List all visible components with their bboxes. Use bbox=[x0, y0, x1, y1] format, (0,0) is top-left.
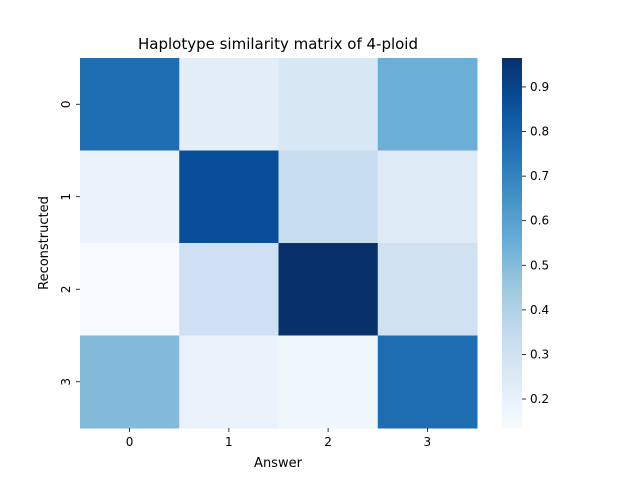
heatmap-cell bbox=[179, 150, 279, 244]
heatmap-cell bbox=[377, 243, 478, 336]
heatmap-cell bbox=[80, 335, 180, 429]
colorbar-tick-label: 0.6 bbox=[530, 214, 549, 228]
heatmap-cell bbox=[377, 335, 478, 429]
heatmap-cell bbox=[179, 243, 279, 336]
y-tick-label: 1 bbox=[59, 193, 73, 201]
chart-title: Haplotype similarity matrix of 4-ploid bbox=[138, 35, 418, 53]
colorbar-tick-label: 0.4 bbox=[530, 303, 549, 317]
x-axis-label: Answer bbox=[254, 456, 303, 471]
heatmap-cell bbox=[80, 150, 180, 244]
x-tick-label: 1 bbox=[225, 435, 233, 449]
heatmap-cell bbox=[80, 243, 180, 336]
heatmap-cells bbox=[80, 58, 478, 429]
colorbar bbox=[502, 58, 522, 428]
colorbar-tick-label: 0.7 bbox=[530, 169, 549, 183]
colorbar-tick-label: 0.2 bbox=[530, 392, 549, 406]
heatmap-cell bbox=[278, 58, 379, 151]
colorbar-tick-label: 0.8 bbox=[530, 125, 549, 139]
x-tick-label: 2 bbox=[324, 435, 332, 449]
y-axis-label: Reconstructed bbox=[37, 196, 52, 290]
heatmap-cell bbox=[377, 58, 478, 151]
heatmap-cell bbox=[179, 335, 279, 429]
colorbar-tick-label: 0.9 bbox=[530, 80, 549, 94]
x-axis-ticks: 0 1 2 3 bbox=[126, 428, 431, 449]
y-tick-label: 3 bbox=[59, 378, 73, 386]
x-tick-label: 3 bbox=[424, 435, 432, 449]
heatmap-cell bbox=[80, 58, 180, 151]
y-tick-label: 2 bbox=[59, 285, 73, 293]
heatmap-cell bbox=[278, 243, 379, 336]
heatmap-cell bbox=[179, 58, 279, 151]
heatmap-cell bbox=[278, 335, 379, 429]
colorbar-ticks: 0.2 0.3 0.4 0.5 0.6 0.7 0.8 0.9 bbox=[522, 80, 549, 406]
colorbar-tick-label: 0.5 bbox=[530, 258, 549, 272]
y-tick-label: 0 bbox=[59, 100, 73, 108]
x-tick-label: 0 bbox=[126, 435, 134, 449]
y-axis-ticks: 0 1 2 3 bbox=[59, 100, 80, 386]
heatmap-cell bbox=[278, 150, 379, 244]
colorbar-tick-label: 0.3 bbox=[530, 347, 549, 361]
heatmap-cell bbox=[377, 150, 478, 244]
